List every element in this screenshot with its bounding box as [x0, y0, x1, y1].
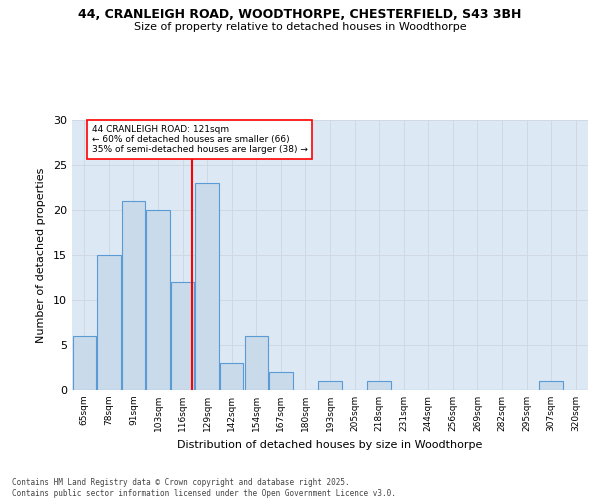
Bar: [122, 201, 145, 390]
Bar: [539, 381, 563, 390]
Text: Contains HM Land Registry data © Crown copyright and database right 2025.
Contai: Contains HM Land Registry data © Crown c…: [12, 478, 396, 498]
Bar: [319, 381, 341, 390]
Text: Size of property relative to detached houses in Woodthorpe: Size of property relative to detached ho…: [134, 22, 466, 32]
Bar: [220, 363, 244, 390]
Bar: [73, 336, 96, 390]
Bar: [146, 210, 170, 390]
Bar: [196, 183, 219, 390]
Bar: [171, 282, 194, 390]
Text: 44, CRANLEIGH ROAD, WOODTHORPE, CHESTERFIELD, S43 3BH: 44, CRANLEIGH ROAD, WOODTHORPE, CHESTERF…: [79, 8, 521, 20]
Bar: [97, 255, 121, 390]
Y-axis label: Number of detached properties: Number of detached properties: [36, 168, 46, 342]
Bar: [245, 336, 268, 390]
Text: 44 CRANLEIGH ROAD: 121sqm
← 60% of detached houses are smaller (66)
35% of semi-: 44 CRANLEIGH ROAD: 121sqm ← 60% of detac…: [92, 124, 308, 154]
Bar: [367, 381, 391, 390]
X-axis label: Distribution of detached houses by size in Woodthorpe: Distribution of detached houses by size …: [178, 440, 482, 450]
Bar: [269, 372, 293, 390]
